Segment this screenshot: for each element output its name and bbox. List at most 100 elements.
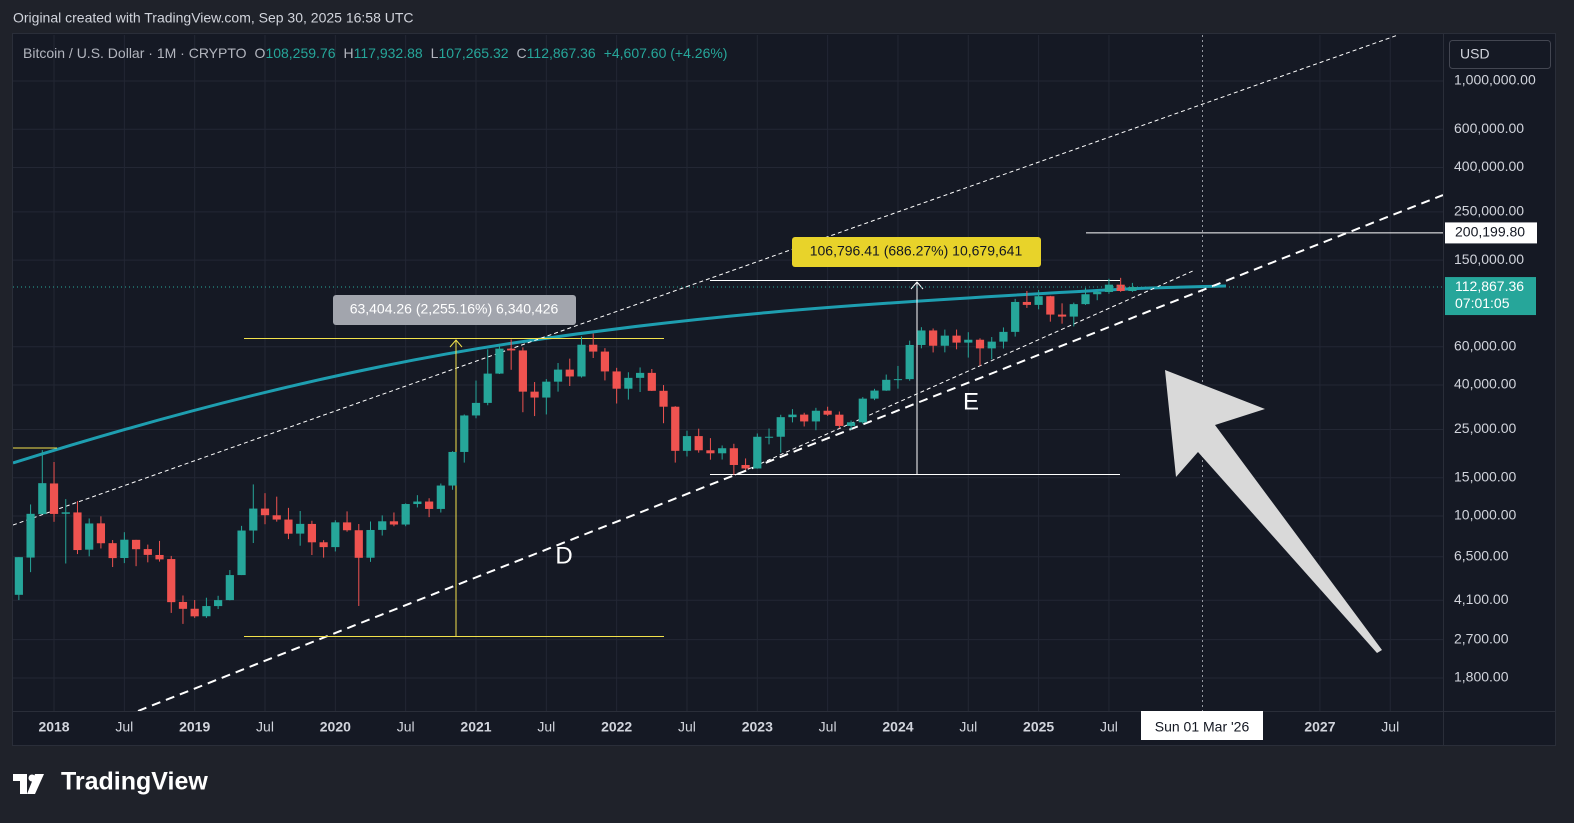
currency-button[interactable] [1449, 40, 1551, 69]
x-tick-label: 2025 [1023, 719, 1054, 735]
y-tick-label: 40,000.00 [1454, 376, 1516, 392]
y-tick-label: 1,800.00 [1454, 669, 1509, 685]
y-tick-label: 15,000.00 [1454, 468, 1516, 484]
candle-body [741, 464, 750, 469]
candle-body [999, 331, 1008, 342]
candle-body [542, 381, 551, 398]
x-tick-label: Jul [819, 719, 837, 735]
measure-box [333, 295, 576, 325]
last-price-label: 112,867.36 [1455, 278, 1524, 294]
candle-body [1093, 291, 1102, 295]
measure-box [792, 237, 1041, 267]
x-tick-label: 2024 [882, 719, 913, 735]
curve [13, 284, 1227, 465]
candle-body [940, 335, 949, 346]
legend-title: Bitcoin / U.S. Dollar · 1M · CRYPTO [23, 45, 247, 61]
y-tick-label: 25,000.00 [1454, 420, 1516, 436]
y-tick-label: 1,000,000.00 [1454, 72, 1536, 88]
candle-body [764, 436, 774, 438]
candle-body [401, 504, 410, 525]
currency[interactable]: USD [1460, 46, 1490, 62]
candle-body [85, 523, 94, 550]
arrow [1165, 370, 1382, 653]
y-tick-label: 6,500.00 [1454, 547, 1509, 563]
ohlc-value: 117,932.88 [354, 45, 423, 61]
x-tick-label: Jul [256, 719, 274, 735]
candle-body [131, 539, 141, 550]
candle-body [296, 523, 305, 534]
candle-body [26, 513, 35, 558]
ohlc-label: H [344, 45, 354, 61]
crosshair-label-box [1141, 711, 1263, 740]
x-tick-label: Jul [537, 719, 555, 735]
candle-body [342, 522, 352, 531]
price-marker-label: 200,199.80 [1455, 224, 1525, 240]
x-tick-label: Jul [959, 719, 977, 735]
candle-body [108, 543, 117, 559]
crosshair-label: Sun 01 Mar '26 [1155, 719, 1250, 735]
label-d: D [555, 542, 572, 569]
candle-body [354, 530, 363, 558]
ohlc-value: 108,259.76 [265, 45, 335, 61]
candle-body [659, 390, 668, 407]
candle-body [530, 391, 539, 398]
candle-body [635, 372, 645, 378]
candle-body [14, 557, 23, 595]
countdown: 07:01:05 [1455, 295, 1510, 311]
ohlc-label: O [255, 45, 266, 61]
candle-body [1057, 314, 1067, 317]
ohlc-value: 107,265.32 [438, 45, 508, 61]
candle-body [284, 519, 293, 534]
candle-body [167, 559, 176, 603]
y-tick-label: 10,000.00 [1454, 507, 1516, 523]
candle-body [647, 372, 656, 391]
candle-body [319, 542, 328, 548]
candle-body [73, 512, 82, 551]
candle-body [1046, 296, 1055, 315]
candle-body [1034, 296, 1043, 305]
candle-body [507, 348, 516, 351]
candle-body [823, 410, 832, 415]
candles [14, 277, 1137, 624]
candle-body [214, 600, 223, 607]
candle-body [1081, 294, 1090, 305]
measure-text: 63,404.26 (2,255.16%) 6,340,426 [350, 301, 559, 317]
candle-body [846, 422, 856, 426]
x-tick-label: 2020 [320, 719, 351, 735]
candle-body [61, 512, 70, 514]
x-tick-label: Jul [397, 719, 415, 735]
candle-body [120, 539, 129, 558]
candle-body [952, 335, 961, 343]
candle-body [882, 379, 891, 391]
candle-body [1011, 301, 1020, 332]
candle-body [518, 350, 527, 392]
candle-body [460, 415, 469, 452]
legend: Bitcoin / U.S. Dollar · 1M · CRYPTO O108,… [23, 45, 727, 61]
candle-body [753, 436, 762, 469]
candle-body [975, 339, 985, 349]
candle-body [577, 344, 586, 377]
ohlc-label: C [517, 45, 527, 61]
label-e: E [963, 388, 979, 415]
candle-body [800, 414, 809, 422]
logo-text: TradingView [61, 768, 208, 796]
candle-body [190, 608, 199, 617]
candle-body [553, 369, 563, 382]
x-tick-label: Jul [115, 719, 133, 735]
plot: D E [13, 35, 1443, 711]
x-tick-label: 2027 [1304, 719, 1335, 735]
x-tick-label: Jul [678, 719, 696, 735]
candle-body [49, 483, 59, 514]
measure-text: 106,796.41 (686.27%) 10,679,641 [810, 243, 1023, 259]
candle-body [589, 344, 598, 352]
candle-body [202, 606, 211, 617]
candle-body [1069, 304, 1078, 317]
logo-dot [28, 774, 36, 782]
candle-body [178, 601, 188, 609]
y-tick-label: 4,100.00 [1454, 591, 1509, 607]
y-tick-label: 400,000.00 [1454, 158, 1524, 174]
candle-body [858, 398, 867, 423]
y-tick-label: 600,000.00 [1454, 120, 1524, 136]
measure-arrowhead [449, 339, 463, 348]
